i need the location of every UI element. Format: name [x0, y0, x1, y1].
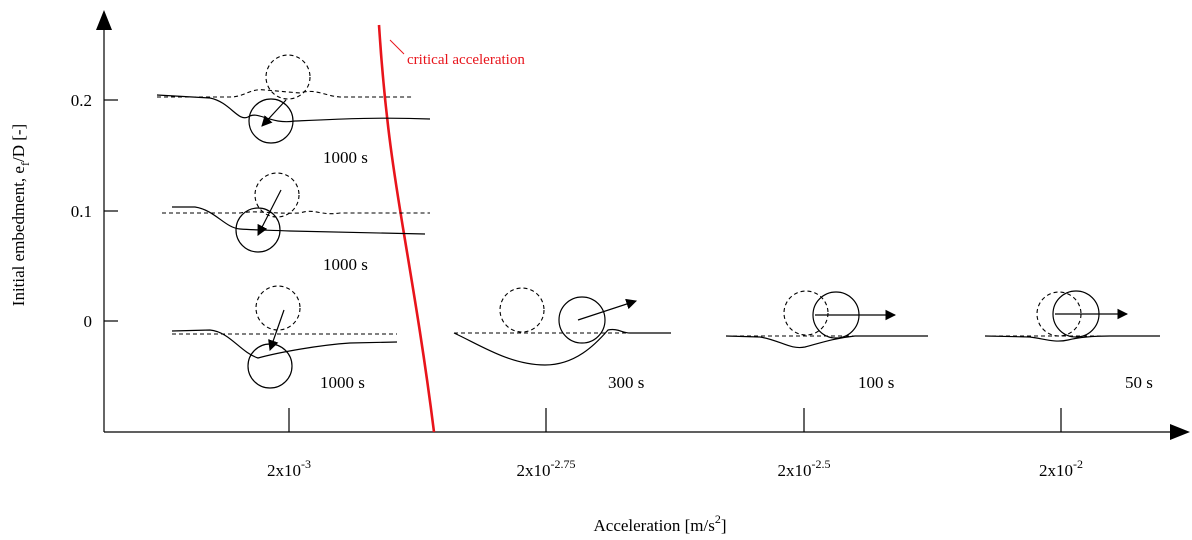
time-label: 1000 s — [323, 148, 368, 167]
y-axis-label: Initial embedment, ef/D [-] — [9, 124, 32, 306]
x-tick-label: 2x10-2.75 — [517, 457, 576, 480]
x-tick-label: 2x10-3 — [267, 457, 311, 480]
time-label: 300 s — [608, 373, 644, 392]
y-tick-label: 0.1 — [71, 202, 92, 221]
time-label: 100 s — [858, 373, 894, 392]
snapshots — [156, 54, 1160, 389]
critical-label: critical acceleration — [407, 52, 525, 68]
x-tick-label: 2x10-2 — [1039, 457, 1083, 480]
x-tick-label: 2x10-2.5 — [778, 457, 831, 480]
critical-curve — [377, 24, 436, 433]
x-axis-label: Acceleration [m/s2] — [594, 512, 727, 535]
time-label: 1000 s — [320, 373, 365, 392]
axes — [96, 10, 1190, 440]
y-tick-label: 0.2 — [71, 91, 92, 110]
y-tick-label: 0 — [84, 312, 93, 331]
time-label: 1000 s — [323, 255, 368, 274]
time-label: 50 s — [1125, 373, 1153, 392]
